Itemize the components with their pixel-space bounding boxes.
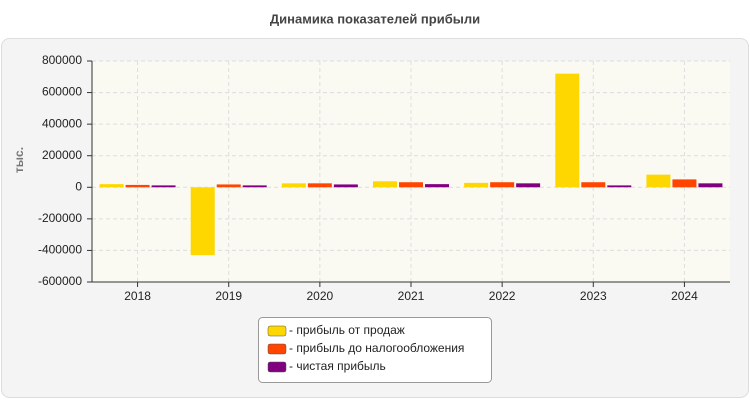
x-tick-label: 2024 xyxy=(671,289,698,303)
legend-label: - прибыль от продаж xyxy=(289,323,405,337)
legend-box xyxy=(258,317,492,383)
bar xyxy=(216,184,241,188)
x-tick-label: 2018 xyxy=(124,289,151,303)
bar xyxy=(99,184,124,188)
x-tick-label: 2022 xyxy=(489,289,516,303)
bar xyxy=(125,184,150,188)
bar xyxy=(698,183,723,188)
bar xyxy=(281,183,306,188)
y-tick-label: -600000 xyxy=(38,274,82,288)
legend-swatch xyxy=(267,325,287,337)
x-tick-label: 2023 xyxy=(580,289,607,303)
bar xyxy=(242,185,267,188)
x-tick-label: 2020 xyxy=(307,289,334,303)
bar xyxy=(190,187,215,256)
y-tick-label: 800000 xyxy=(42,53,82,67)
bar xyxy=(607,185,632,188)
x-tick-label: 2019 xyxy=(215,289,242,303)
bar xyxy=(646,174,671,188)
bar xyxy=(151,185,176,188)
chart-title: Динамика показателей прибыли xyxy=(270,11,480,26)
bar xyxy=(672,179,697,188)
bar xyxy=(464,182,489,188)
y-tick-label: -400000 xyxy=(38,243,82,257)
y-tick-label: 0 xyxy=(75,179,82,193)
legend-label: - чистая прибыль xyxy=(289,359,386,373)
bar xyxy=(333,184,358,188)
bar xyxy=(555,73,580,188)
bar xyxy=(516,183,541,188)
bar xyxy=(581,182,606,188)
legend-label: - прибыль до налогообложения xyxy=(289,341,464,355)
y-tick-label: 200000 xyxy=(42,148,82,162)
y-axis-label: тыс. xyxy=(12,147,26,173)
legend-swatch xyxy=(267,361,287,373)
bar xyxy=(399,182,423,188)
bar xyxy=(425,184,449,188)
y-tick-label: 400000 xyxy=(42,116,82,130)
bar xyxy=(490,182,515,188)
bar xyxy=(373,181,397,188)
y-tick-label: -200000 xyxy=(38,211,82,225)
y-tick-label: 600000 xyxy=(42,85,82,99)
legend-swatch xyxy=(267,343,287,355)
plot-area xyxy=(92,61,730,282)
x-tick-label: 2021 xyxy=(398,289,425,303)
bar xyxy=(307,183,332,188)
